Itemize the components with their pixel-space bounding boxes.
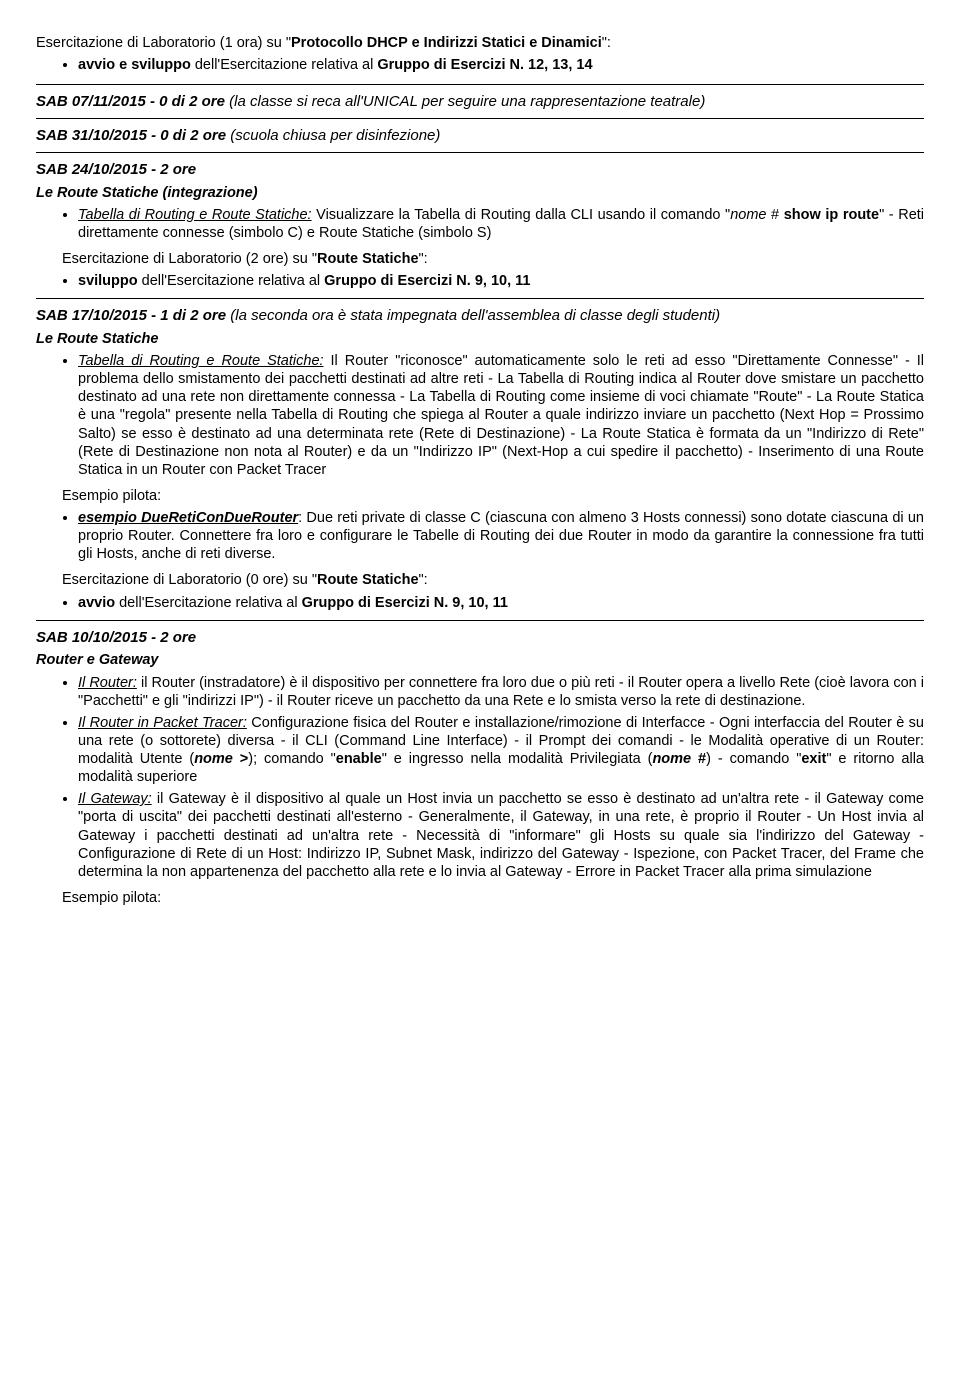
divider	[36, 118, 924, 119]
list-item: Il Gateway: il Gateway è il dispositivo …	[78, 790, 924, 881]
lab-intro: Esercitazione di Laboratorio (2 ore) su …	[62, 250, 924, 268]
date-heading: SAB 10/10/2015 - 2 ore	[36, 629, 924, 648]
date-label: SAB 31/10/2015 - 0 di 2 ore	[36, 127, 230, 144]
date-label: SAB 17/10/2015 - 1 di 2 ore	[36, 307, 230, 324]
section-subtitle: Le Route Statiche	[36, 330, 924, 348]
text: " e ingresso nella modalità Privilegiata…	[382, 751, 653, 767]
bullet-list: Tabella di Routing e Route Statiche: Il …	[36, 352, 924, 479]
divider	[36, 84, 924, 85]
lab-intro: Esercitazione di Laboratorio (1 ora) su …	[36, 34, 924, 52]
underline-label: Tabella di Routing e Route Statiche:	[78, 207, 312, 223]
list-item: Il Router: il Router (instradatore) è il…	[78, 674, 924, 710]
topic-bold: Route Statiche	[317, 572, 419, 588]
bullet-list: Il Router: il Router (instradatore) è il…	[36, 674, 924, 881]
bold-text: #	[698, 751, 706, 767]
bold-text: avvio	[78, 595, 115, 611]
date-label: SAB 07/11/2015 - 0 di 2 ore	[36, 93, 229, 110]
bullet-list: avvio e sviluppo dell'Esercitazione rela…	[36, 56, 924, 74]
bold-text: sviluppo	[78, 273, 138, 289]
bullet-list: Tabella di Routing e Route Statiche: Vis…	[36, 206, 924, 242]
topic-bold: Route Statiche	[317, 251, 419, 267]
section-subtitle: Le Route Statiche (integrazione)	[36, 184, 924, 202]
date-detail: (la seconda ora è stata impegnata dell'a…	[230, 307, 720, 324]
text: ); comando "	[248, 751, 336, 767]
bold-text: Gruppo di Esercizi N. 12, 13, 14	[377, 57, 592, 73]
divider	[36, 620, 924, 621]
bullet-list: avvio dell'Esercitazione relativa al Gru…	[36, 594, 924, 612]
divider	[36, 152, 924, 153]
bold-text: show ip route	[784, 207, 879, 223]
italic-text: nome	[194, 751, 240, 767]
underline-label: Il Router:	[78, 675, 137, 691]
bold-text: >	[240, 751, 248, 767]
list-item: Tabella di Routing e Route Statiche: Vis…	[78, 206, 924, 242]
list-item: avvio e sviluppo dell'Esercitazione rela…	[78, 56, 924, 74]
date-heading: SAB 07/11/2015 - 0 di 2 ore (la classe s…	[36, 93, 924, 112]
section-subtitle: Router e Gateway	[36, 651, 924, 669]
underline-label: Il Router in Packet Tracer:	[78, 715, 247, 731]
divider	[36, 298, 924, 299]
text: ":	[602, 35, 611, 51]
list-item: sviluppo dell'Esercitazione relativa al …	[78, 272, 924, 290]
italic-text: nome	[652, 751, 698, 767]
bold-text: exit	[801, 751, 826, 767]
text: Il Router "riconosce" automaticamente so…	[78, 353, 924, 478]
text: dell'Esercitazione relativa al	[115, 595, 302, 611]
text: #	[766, 207, 783, 223]
list-item: Tabella di Routing e Route Statiche: Il …	[78, 352, 924, 479]
text: il Router (instradatore) è il dispositiv…	[78, 675, 924, 709]
bold-text: Gruppo di Esercizi N. 9, 10, 11	[324, 273, 530, 289]
lab-intro: Esercitazione di Laboratorio (0 ore) su …	[62, 571, 924, 589]
topic-bold: Protocollo DHCP e Indirizzi Statici e Di…	[291, 35, 602, 51]
esempio-label: Esempio pilota:	[62, 487, 924, 505]
bold-text: avvio e sviluppo	[78, 57, 191, 73]
lab-exercise-block: Esercitazione di Laboratorio (1 ora) su …	[36, 34, 924, 74]
example-name: esempio DueRetiConDueRouter	[78, 510, 298, 526]
list-item: Il Router in Packet Tracer: Configurazio…	[78, 714, 924, 787]
date-detail: (la classe si reca all'UNICAL per seguir…	[229, 93, 705, 110]
text: ":	[419, 251, 428, 267]
text: ) - comando "	[706, 751, 801, 767]
list-item: esempio DueRetiConDueRouter: Due reti pr…	[78, 509, 924, 563]
italic-text: nome	[730, 207, 766, 223]
bullet-list: sviluppo dell'Esercitazione relativa al …	[36, 272, 924, 290]
text: dell'Esercitazione relativa al	[138, 273, 325, 289]
bold-text: enable	[336, 751, 382, 767]
date-heading: SAB 24/10/2015 - 2 ore	[36, 161, 924, 180]
text: Esercitazione di Laboratorio (1 ora) su …	[36, 35, 291, 51]
text: il Gateway è il dispositivo al quale un …	[78, 791, 924, 880]
text: Esercitazione di Laboratorio (2 ore) su …	[62, 251, 317, 267]
text: Esercitazione di Laboratorio (0 ore) su …	[62, 572, 317, 588]
date-detail: (scuola chiusa per disinfezione)	[230, 127, 440, 144]
text: ":	[419, 572, 428, 588]
text: Visualizzare la Tabella di Routing dalla…	[312, 207, 731, 223]
text: dell'Esercitazione relativa al	[191, 57, 378, 73]
esempio-label: Esempio pilota:	[62, 889, 924, 907]
list-item: avvio dell'Esercitazione relativa al Gru…	[78, 594, 924, 612]
bold-text: Gruppo di Esercizi N. 9, 10, 11	[302, 595, 508, 611]
sub-bullet-list: esempio DueRetiConDueRouter: Due reti pr…	[36, 509, 924, 563]
underline-label: Il Gateway:	[78, 791, 152, 807]
date-heading: SAB 17/10/2015 - 1 di 2 ore (la seconda …	[36, 307, 924, 326]
underline-label: Tabella di Routing e Route Statiche:	[78, 353, 324, 369]
date-heading: SAB 31/10/2015 - 0 di 2 ore (scuola chiu…	[36, 127, 924, 146]
